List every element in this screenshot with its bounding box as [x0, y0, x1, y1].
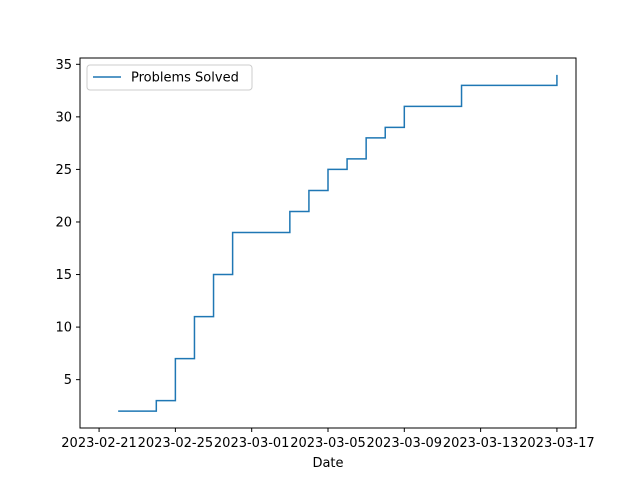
- x-tick-label: 2023-03-09: [367, 436, 443, 451]
- x-tick-label: 2023-03-17: [519, 436, 595, 451]
- x-tick-label: 2023-03-13: [443, 436, 519, 451]
- y-tick-label: 10: [55, 321, 72, 336]
- legend-label: Problems Solved: [131, 71, 239, 86]
- y-tick-label: 30: [55, 110, 72, 125]
- y-tick-label: 25: [55, 163, 72, 178]
- x-tick-label: 2023-02-25: [138, 436, 214, 451]
- x-tick-label: 2023-03-01: [214, 436, 290, 451]
- y-tick-label: 35: [55, 58, 72, 73]
- x-axis-title: Date: [312, 456, 343, 471]
- x-axis-ticks: 2023-02-21 2023-02-25 2023-03-01 2023-03-05…: [61, 428, 595, 451]
- y-axis-ticks: 5 10 15 20 25 30 35: [55, 58, 80, 388]
- legend-box: [86, 64, 253, 91]
- x-tick-label: 2023-02-21: [61, 436, 137, 451]
- y-tick-label: 15: [55, 268, 72, 283]
- y-tick-label: 20: [55, 215, 72, 230]
- series-line-problems-solved: [118, 74, 558, 412]
- legend: Problems Solved: [86, 64, 253, 91]
- series-lines: [118, 74, 558, 412]
- plot-area: [80, 58, 576, 428]
- x-tick-label: 2023-03-05: [290, 436, 366, 451]
- y-tick-label: 5: [64, 373, 72, 388]
